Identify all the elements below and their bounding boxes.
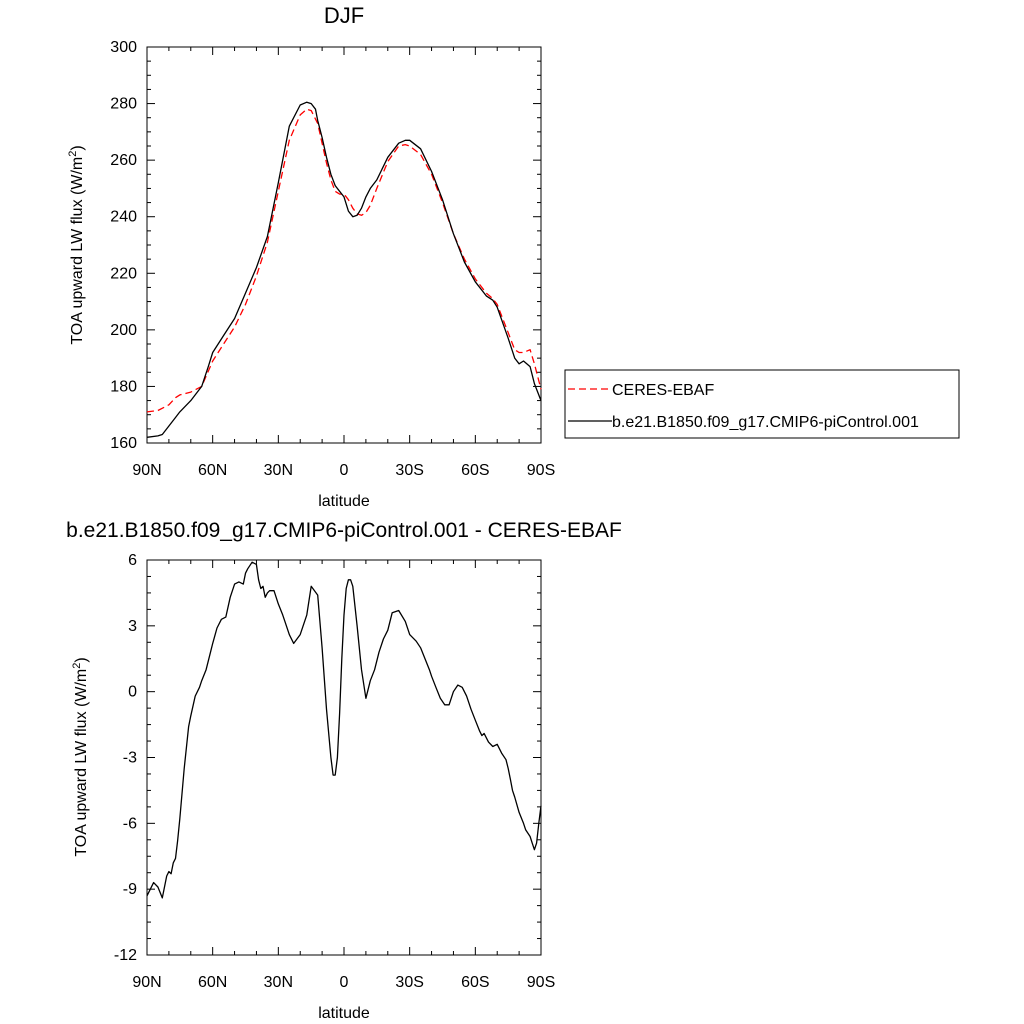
chart-title: DJF (324, 3, 364, 28)
y-axis-label-superscript: 2 (67, 151, 79, 157)
x-tick-label: 60S (461, 462, 489, 479)
plot-frame (146, 46, 542, 444)
x-tick-label: 90N (132, 974, 161, 991)
x-tick-label: 30S (395, 974, 423, 991)
y-tick-label: 160 (110, 435, 137, 452)
x-tick-label: 60S (461, 974, 489, 991)
chart-title: b.e21.B1850.f09_g17.CMIP6-piControl.001 … (66, 519, 622, 542)
y-tick-label: 220 (110, 265, 137, 282)
y-axis-label-superscript: 2 (71, 663, 83, 669)
x-tick-label: 90S (527, 974, 555, 991)
x-tick-label: 0 (340, 974, 349, 991)
panel-bottom: 90N 60N 30N 0 30S 60S 90S -12 -9 -6 -3 0 3 6 b.e21.B18… (66, 519, 622, 1022)
series-line (146, 101, 542, 438)
y-axis-label-main: TOA upward LW flux (W/m (73, 669, 90, 857)
y-tick-label: 280 (110, 96, 137, 113)
x-tick-label: 60N (198, 974, 227, 991)
y-tick-label: 200 (110, 322, 137, 339)
x-tick-label: 60N (198, 462, 227, 479)
y-tick-label: 6 (128, 552, 137, 569)
x-tick-label: 0 (340, 462, 349, 479)
y-tick-label: -6 (123, 815, 137, 832)
legend-label: CERES-EBAF (612, 382, 714, 399)
series-line (146, 561, 542, 899)
legend: CERES-EBAF b.e21.B1850.f09_g17.CMIP6-piCo… (564, 369, 960, 439)
y-tick-label: -3 (123, 750, 137, 767)
x-axis-label: latitude (318, 1005, 370, 1022)
y-tick-label: 180 (110, 378, 137, 395)
x-tick-label: 90S (527, 462, 555, 479)
panel-top: 90N 60N 30N 0 30S 60S 90S 160 180 200 220 240 260 280… (67, 3, 960, 510)
y-tick-label: 260 (110, 152, 137, 169)
x-tick-label: 30N (264, 462, 293, 479)
legend-label: b.e21.B1850.f09_g17.CMIP6-piControl.001 (612, 414, 919, 431)
y-tick-label: 240 (110, 209, 137, 226)
y-tick-label: -12 (114, 947, 137, 964)
y-tick-label: 3 (128, 618, 137, 635)
y-axis-label-main: TOA upward LW flux (W/m (69, 157, 86, 345)
x-tick-label: 30S (395, 462, 423, 479)
y-tick-label: 0 (128, 684, 137, 701)
series-line (146, 108, 542, 413)
legend-box (564, 369, 960, 439)
y-tick-label: 300 (110, 39, 137, 56)
y-axis-label: TOA upward LW flux (W/m2) (71, 657, 90, 856)
y-axis-label-close: ) (69, 145, 86, 150)
y-axis-label: TOA upward LW flux (W/m2) (67, 145, 86, 344)
x-tick-label: 30N (264, 974, 293, 991)
x-axis-label: latitude (318, 493, 370, 510)
y-tick-label: -9 (123, 881, 137, 898)
y-axis-label-close: ) (73, 657, 90, 662)
x-tick-label: 90N (132, 462, 161, 479)
